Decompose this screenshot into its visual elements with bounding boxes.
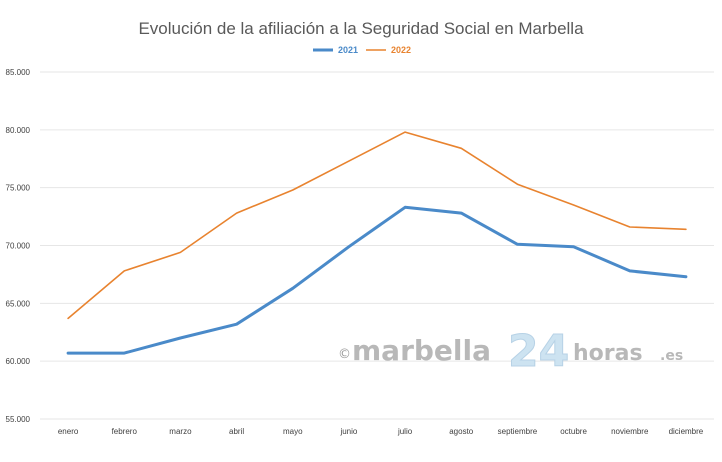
watermark-brand: marbella xyxy=(352,334,491,367)
watermark-copyright: © xyxy=(338,347,351,362)
x-tick-label: abril xyxy=(229,427,244,436)
y-tick-label: 80.000 xyxy=(6,126,31,135)
x-tick-label: marzo xyxy=(169,427,192,436)
x-tick-label: agosto xyxy=(449,427,474,436)
series-line-2022 xyxy=(67,131,687,320)
x-tick-label: octubre xyxy=(560,427,587,436)
legend-label-2022: 2022 xyxy=(391,45,411,55)
x-axis-tick-labels: enero febrero marzo abril mayo junio julio agos… xyxy=(58,427,704,436)
x-tick-label: febrero xyxy=(112,427,138,436)
x-tick-label: noviembre xyxy=(611,427,649,436)
series-line-2021 xyxy=(66,205,688,355)
x-tick-label: junio xyxy=(339,427,357,436)
x-tick-label: enero xyxy=(58,427,79,436)
y-axis-tick-labels: 55.000 60.000 65.000 70.000 75.000 80.000 85.0… xyxy=(6,68,31,424)
watermark-domain: .es xyxy=(660,348,683,364)
y-tick-label: 55.000 xyxy=(6,415,31,424)
x-tick-label: septiembre xyxy=(498,427,538,436)
y-tick-label: 65.000 xyxy=(6,299,31,308)
y-tick-label: 75.000 xyxy=(6,184,31,193)
y-tick-label: 70.000 xyxy=(6,242,31,251)
chart-title: Evolución de la afiliación a la Segurida… xyxy=(138,19,584,38)
legend: 2021 2022 xyxy=(313,45,411,55)
watermark-number: 24 xyxy=(508,326,569,377)
watermark-suffix: horas xyxy=(573,341,643,366)
x-tick-label: mayo xyxy=(283,427,303,436)
gridlines xyxy=(40,71,714,420)
series-lines xyxy=(66,131,688,355)
x-tick-label: diciembre xyxy=(669,427,704,436)
x-tick-label: julio xyxy=(397,427,413,436)
y-tick-label: 85.000 xyxy=(6,68,31,77)
y-tick-label: 60.000 xyxy=(6,357,31,366)
legend-label-2021: 2021 xyxy=(338,45,358,55)
watermark: © marbella 24 horas .es xyxy=(338,326,683,378)
